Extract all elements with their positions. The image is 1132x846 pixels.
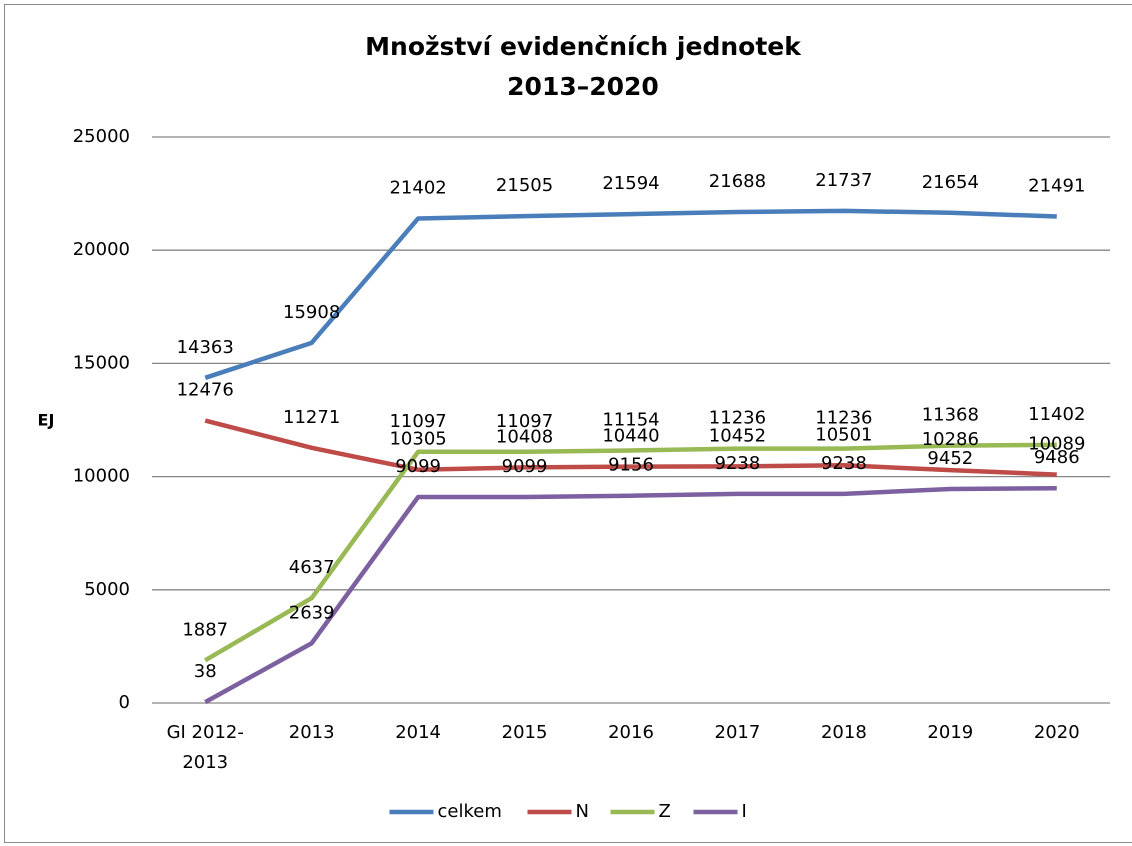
x-tick-label: GI 2012-2013 xyxy=(167,722,244,773)
legend-label: I xyxy=(742,801,747,822)
data-label: 10305 xyxy=(389,429,446,450)
x-tick-label: 2013 xyxy=(289,722,335,743)
y-tick-label: 15000 xyxy=(73,352,130,373)
data-label: 11097 xyxy=(496,411,553,432)
data-label: 21688 xyxy=(709,171,766,192)
series-line xyxy=(204,485,1057,705)
data-label: 10408 xyxy=(496,426,553,447)
data-label: 9452 xyxy=(927,448,973,469)
data-label: 9238 xyxy=(715,453,761,474)
data-label: 21737 xyxy=(815,170,872,191)
data-label: 10089 xyxy=(1028,434,1085,455)
data-label: 10286 xyxy=(922,429,979,450)
chart-title: 2013–2020 xyxy=(507,72,659,101)
data-label: 9099 xyxy=(502,456,548,477)
data-label: 21402 xyxy=(389,177,446,198)
legend-label: N xyxy=(576,801,589,822)
data-label: 21594 xyxy=(602,173,659,194)
data-label: 10452 xyxy=(709,425,766,446)
x-tick-label: 2016 xyxy=(608,722,654,743)
y-tick-label: 20000 xyxy=(73,239,130,260)
chart-title: Množství evidenčních jednotek xyxy=(365,32,802,61)
data-label: 10501 xyxy=(815,424,872,445)
data-label: 14363 xyxy=(177,337,234,358)
data-label: 38 xyxy=(194,661,217,682)
data-label: 9486 xyxy=(1034,447,1080,468)
data-label: 11368 xyxy=(922,405,979,426)
x-tick-label: 2018 xyxy=(821,722,867,743)
x-tick-label: 2020 xyxy=(1034,722,1080,743)
x-tick-label: 2019 xyxy=(927,722,973,743)
y-tick-label: 25000 xyxy=(73,126,130,147)
data-label: 15908 xyxy=(283,302,340,323)
x-tick-label: 2014 xyxy=(395,722,441,743)
legend-label: Z xyxy=(659,801,671,822)
data-label: 9156 xyxy=(608,455,654,476)
data-label: 11236 xyxy=(815,408,872,429)
data-label: 10440 xyxy=(602,426,659,447)
y-tick-label: 10000 xyxy=(73,466,130,487)
data-label: 12476 xyxy=(177,380,234,401)
data-label: 11271 xyxy=(283,407,340,428)
data-label: 2639 xyxy=(289,602,335,623)
series-line xyxy=(204,442,1057,663)
y-axis-label: EJ xyxy=(38,411,55,430)
data-label: 21654 xyxy=(922,172,979,193)
series-line xyxy=(204,418,1057,477)
x-tick-label: 2017 xyxy=(715,722,761,743)
data-label: 11154 xyxy=(602,409,659,430)
legend-label: celkem xyxy=(438,801,502,822)
data-label: 11236 xyxy=(709,408,766,429)
data-label: 4637 xyxy=(289,557,335,578)
y-tick-label: 5000 xyxy=(84,579,130,600)
data-label: 9099 xyxy=(395,456,441,477)
data-label: 1887 xyxy=(182,619,228,640)
data-label: 11097 xyxy=(389,411,446,432)
data-label: 21505 xyxy=(496,175,553,196)
data-label: 21491 xyxy=(1028,175,1085,196)
y-tick-label: 0 xyxy=(119,692,130,713)
series-line xyxy=(204,208,1057,380)
x-tick-label: 2015 xyxy=(502,722,548,743)
data-label: 9238 xyxy=(821,453,867,474)
data-label: 11402 xyxy=(1028,404,1085,425)
